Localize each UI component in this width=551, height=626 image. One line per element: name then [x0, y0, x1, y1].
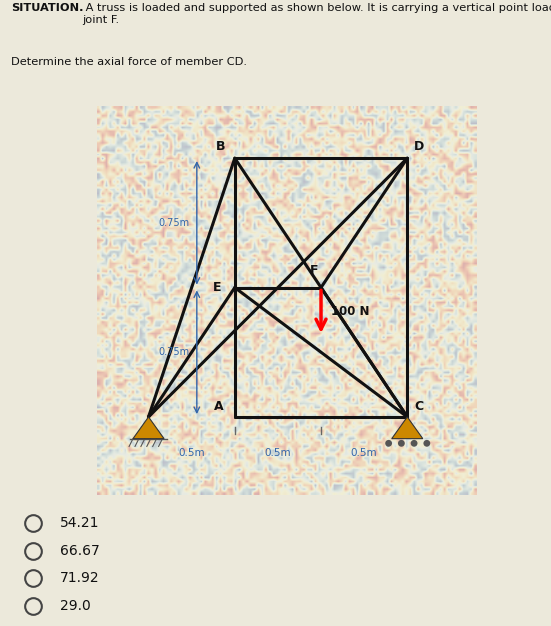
- Text: 0.75m: 0.75m: [159, 218, 190, 228]
- Text: A: A: [214, 400, 224, 413]
- Text: E: E: [213, 281, 222, 294]
- Text: B: B: [216, 140, 226, 153]
- Text: 0.5m: 0.5m: [264, 448, 291, 458]
- Text: 0.5m: 0.5m: [179, 448, 205, 458]
- Text: 29.0: 29.0: [60, 599, 90, 613]
- Text: SITUATION.: SITUATION.: [11, 3, 84, 13]
- Text: D: D: [414, 140, 424, 153]
- Text: C: C: [415, 400, 424, 413]
- Text: 100 N: 100 N: [331, 305, 370, 318]
- Text: 54.21: 54.21: [60, 516, 99, 530]
- Polygon shape: [133, 417, 164, 439]
- Text: 71.92: 71.92: [60, 572, 99, 585]
- Text: Determine the axial force of member CD.: Determine the axial force of member CD.: [11, 58, 247, 68]
- Text: 0.75m: 0.75m: [159, 347, 190, 357]
- Text: 66.67: 66.67: [60, 544, 99, 558]
- Circle shape: [423, 440, 430, 447]
- Text: A truss is loaded and supported as shown below. It is carrying a vertical point : A truss is loaded and supported as shown…: [83, 3, 551, 25]
- Polygon shape: [392, 417, 423, 439]
- Circle shape: [410, 440, 418, 447]
- Circle shape: [385, 440, 392, 447]
- Circle shape: [398, 440, 405, 447]
- Text: 0.5m: 0.5m: [351, 448, 377, 458]
- Text: F: F: [310, 264, 318, 277]
